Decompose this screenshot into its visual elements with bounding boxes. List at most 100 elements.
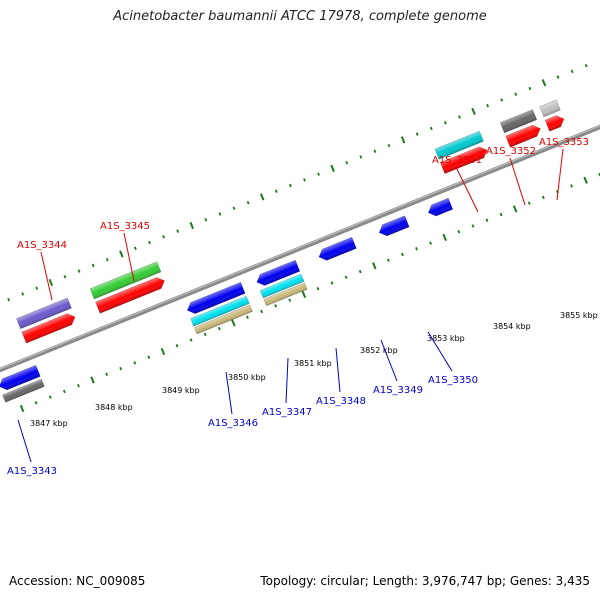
minor-tick <box>274 189 278 193</box>
major-tick <box>583 176 588 184</box>
svg-text:A1S_3343: A1S_3343 <box>7 466 57 477</box>
minor-tick <box>34 401 38 405</box>
rna-feature-A1S_3346 <box>190 295 250 327</box>
minor-tick <box>401 252 404 257</box>
minor-tick <box>260 309 263 314</box>
kbp-label: 3850 kbp <box>228 373 266 382</box>
cds-feature-A1S_3344 <box>21 313 76 344</box>
minor-tick <box>303 178 306 182</box>
rna-feature-A1S_3343 <box>2 378 45 403</box>
minor-tick <box>415 132 419 136</box>
minor-tick <box>570 184 573 188</box>
minor-tick <box>443 121 447 125</box>
minor-tick <box>373 149 377 153</box>
minor-tick <box>119 366 123 371</box>
minor-tick <box>316 286 320 291</box>
minor-tick <box>458 115 461 119</box>
gene-feature-A1S_3348 <box>318 236 357 261</box>
minor-tick <box>500 98 504 102</box>
minor-tick <box>541 195 545 200</box>
minor-tick <box>147 355 151 359</box>
gene-feature-A1S_3352 <box>499 109 538 134</box>
major-tick <box>512 205 518 213</box>
gene-label-A1S_3346: A1S_3346 <box>208 371 258 429</box>
gene-feature-A1S_3343 <box>0 364 41 391</box>
minor-tick <box>21 292 25 296</box>
minor-tick <box>175 344 179 348</box>
minor-tick <box>344 275 348 280</box>
minor-tick <box>176 229 180 233</box>
gene-feature-A1S_3353 <box>539 99 561 118</box>
minor-tick <box>471 224 475 228</box>
minor-tick <box>35 286 39 290</box>
major-tick <box>372 262 377 270</box>
minor-tick <box>556 75 560 79</box>
major-tick <box>400 136 406 144</box>
major-tick <box>442 233 447 241</box>
svg-text:A1S_3347: A1S_3347 <box>262 407 312 418</box>
gene-label-A1S_3347: A1S_3347 <box>262 357 312 418</box>
minor-tick <box>317 172 320 176</box>
kbp-label: 3849 kbp <box>162 386 200 395</box>
major-tick <box>330 164 335 173</box>
minor-tick <box>62 389 66 394</box>
gene-label-A1S_3345: A1S_3345 <box>100 221 150 282</box>
svg-text:A1S_3344: A1S_3344 <box>17 240 67 251</box>
kbp-label: 3853 kbp <box>427 334 465 343</box>
kbp-label: 3847 kbp <box>30 419 68 428</box>
minor-tick <box>246 200 250 205</box>
gene-label-A1S_3344: A1S_3344 <box>17 240 67 301</box>
genome-summary-text: Topology: circular; Length: 3,976,747 bp… <box>260 574 590 588</box>
minor-tick <box>499 212 503 217</box>
kbp-label: 3848 kbp <box>95 403 133 412</box>
minor-tick <box>77 269 81 273</box>
minor-tick <box>189 338 193 342</box>
minor-tick <box>457 229 461 234</box>
minor-tick <box>218 212 222 216</box>
gene-feature-A1S_3346 <box>186 281 246 314</box>
major-tick <box>259 193 265 201</box>
svg-text:A1S_3346: A1S_3346 <box>208 418 258 429</box>
gene-label-A1S_3353: A1S_3353 <box>539 137 589 201</box>
minor-tick <box>91 263 95 268</box>
minor-tick <box>345 160 349 165</box>
minor-tick <box>148 240 151 245</box>
svg-text:A1S_3345: A1S_3345 <box>100 221 150 232</box>
kbp-label: 3855 kbp <box>560 311 598 320</box>
genome-backbone <box>0 124 600 373</box>
cds-feature-A1S_3353 <box>544 115 565 132</box>
minor-tick <box>105 372 109 377</box>
svg-text:A1S_3351: A1S_3351 <box>432 155 482 166</box>
cds-feature-A1S_3345 <box>95 277 165 314</box>
minor-tick <box>429 126 433 131</box>
major-tick <box>231 319 236 327</box>
minor-tick <box>204 218 208 222</box>
kbp-scale-labels: 3847 kbp 3848 kbp 3849 kbp 3850 kbp 3851 kbp… <box>30 311 598 428</box>
minor-tick <box>217 326 221 331</box>
gene-feature-A1S_3347 <box>256 259 301 286</box>
minor-tick <box>359 155 363 159</box>
svg-text:A1S_3348: A1S_3348 <box>316 396 366 407</box>
inner-tick-ring <box>19 172 600 413</box>
gene-feature-A1S_3349 <box>378 215 410 237</box>
gene-label-A1S_3350: A1S_3350 <box>427 331 478 386</box>
minor-tick <box>63 275 67 279</box>
minor-tick <box>203 332 207 337</box>
minor-tick <box>570 69 574 74</box>
minor-tick <box>7 297 11 302</box>
misc-feature-A1S_3347 <box>263 282 308 307</box>
major-tick <box>189 221 195 230</box>
rna-feature-A1S_3347 <box>259 273 305 299</box>
kbp-label: 3852 kbp <box>360 346 398 355</box>
minor-tick <box>133 361 137 365</box>
major-tick <box>90 376 95 384</box>
accession-text: Accession: NC_009085 <box>9 574 146 588</box>
outer-tick-ring <box>7 63 588 302</box>
major-tick <box>119 250 124 258</box>
gene-label-A1S_3343: A1S_3343 <box>7 419 57 477</box>
gene-features <box>0 99 565 403</box>
gene-label-A1S_3351: A1S_3351 <box>432 155 482 213</box>
svg-text:A1S_3350: A1S_3350 <box>428 375 478 386</box>
gene-label-A1S_3352: A1S_3352 <box>486 146 536 206</box>
